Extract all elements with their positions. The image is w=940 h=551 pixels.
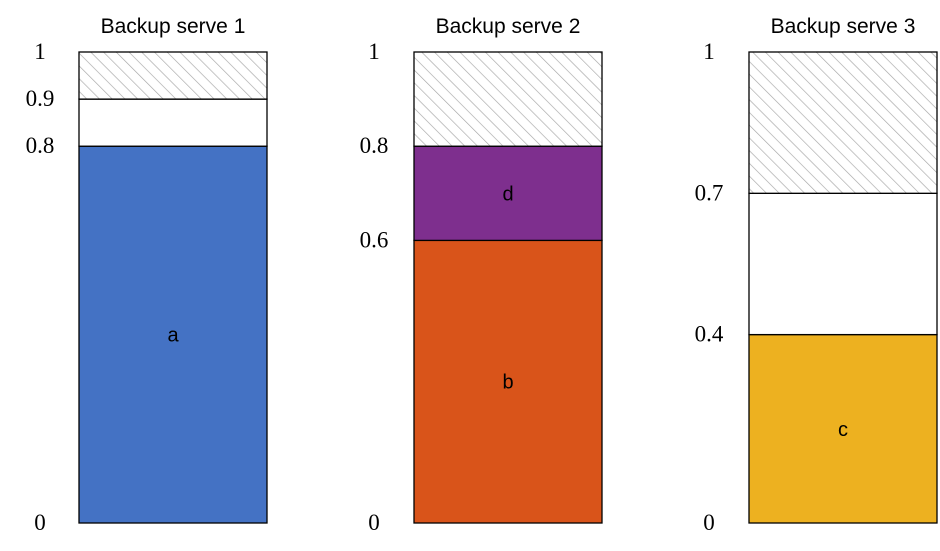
server-1-tick-label: 0.9 bbox=[26, 86, 55, 111]
server-1-segment-free bbox=[78, 98, 268, 147]
server-2-segment-b bbox=[413, 239, 603, 524]
server-2-bar: bd bbox=[413, 51, 603, 524]
server-1-segment-label-a: a bbox=[167, 325, 179, 347]
server-2-title: Backup serve 2 bbox=[436, 15, 581, 38]
server-1-segment-reserved bbox=[78, 51, 268, 100]
server-3-title: Backup serve 3 bbox=[771, 15, 916, 38]
server-1-tick-label: 0 bbox=[34, 510, 46, 535]
server-1-bar: a bbox=[78, 51, 268, 524]
server-3-tick-label: 1 bbox=[703, 39, 715, 64]
server-3: Backup serve 3 c 0 0.4 0.7 1 bbox=[695, 15, 938, 535]
server-3-segment-c bbox=[748, 333, 938, 524]
server-1-tick-label: 1 bbox=[34, 39, 46, 64]
server-3-tick-label: 0.4 bbox=[695, 322, 724, 347]
server-1-tick-label: 0.8 bbox=[26, 133, 55, 158]
server-3-segment-label-c: c bbox=[838, 419, 848, 441]
server-2-tick-label: 1 bbox=[368, 39, 380, 64]
server-3-segment-reserved bbox=[748, 51, 938, 194]
server-2-tick-label: 0 bbox=[368, 510, 380, 535]
server-3-segment-free bbox=[748, 192, 938, 336]
server-1-title: Backup serve 1 bbox=[101, 15, 246, 38]
server-3-tick-label: 0 bbox=[703, 510, 715, 535]
server-2-segment-label-d: d bbox=[502, 183, 513, 205]
server-1-ticks: 0 0.8 0.9 1 bbox=[26, 39, 55, 535]
server-3-tick-label: 0.7 bbox=[695, 180, 724, 205]
server-3-bar: c bbox=[748, 51, 938, 524]
server-2: Backup serve 2 bd 00.60.81 bbox=[360, 15, 603, 535]
server-2-tick-label: 0.8 bbox=[360, 133, 389, 158]
server-1: Backup serve 1 a 0 0.8 0.9 1 bbox=[26, 15, 268, 535]
server-2-ticks: 0 0.6 0.8 1 bbox=[360, 39, 389, 535]
server-1-segment-a bbox=[78, 145, 268, 524]
server-2-segment-label-b: b bbox=[502, 372, 513, 394]
server-2-tick-label: 0.6 bbox=[360, 227, 389, 252]
server-2-segment-reserved bbox=[413, 51, 603, 147]
server-3-ticks: 0 0.4 0.7 1 bbox=[695, 39, 724, 535]
